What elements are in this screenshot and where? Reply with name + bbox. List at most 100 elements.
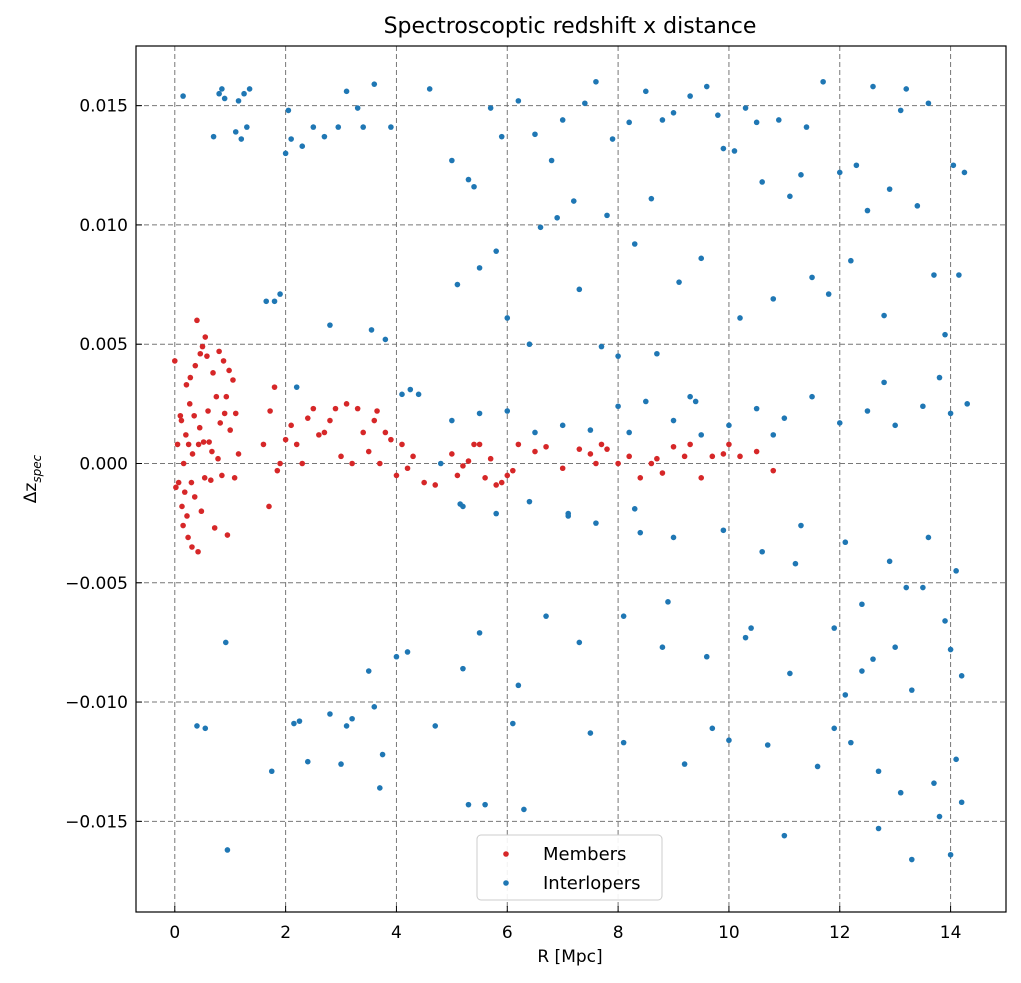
- point-interlopers: [371, 704, 378, 710]
- point-members: [726, 441, 732, 448]
- point-interlopers: [593, 520, 599, 526]
- point-members: [654, 455, 660, 462]
- point-members: [183, 381, 190, 388]
- point-members: [737, 453, 743, 460]
- point-members: [720, 451, 727, 457]
- point-interlopers: [936, 374, 943, 381]
- point-interlopers: [454, 281, 461, 288]
- point-members: [310, 405, 317, 412]
- y-tick-label: −0.005: [65, 574, 128, 594]
- x-tick-label: 4: [391, 923, 402, 943]
- point-members: [393, 472, 400, 479]
- point-interlopers: [654, 350, 660, 357]
- plot-frame: [135, 45, 1007, 913]
- y-tick-label: −0.015: [65, 812, 128, 832]
- point-interlopers: [604, 212, 610, 219]
- point-interlopers: [759, 548, 765, 555]
- point-interlopers: [327, 711, 333, 717]
- point-interlopers: [670, 534, 677, 541]
- point-interlopers: [498, 133, 505, 140]
- point-members: [476, 441, 483, 448]
- point-members: [327, 417, 333, 424]
- point-interlopers: [687, 93, 693, 99]
- point-interlopers: [526, 341, 533, 348]
- point-members: [196, 424, 203, 431]
- point-members: [288, 422, 294, 429]
- point-interlopers: [238, 136, 245, 142]
- point-interlopers: [598, 343, 605, 350]
- point-members: [180, 460, 187, 467]
- point-interlopers: [465, 176, 472, 183]
- point-interlopers: [720, 527, 727, 534]
- point-members: [260, 441, 267, 448]
- point-interlopers: [864, 408, 871, 414]
- legend: Members Interlopers: [476, 834, 663, 901]
- point-interlopers: [753, 405, 760, 412]
- point-interlopers: [382, 336, 389, 343]
- point-interlopers: [216, 90, 222, 97]
- point-interlopers: [637, 529, 644, 536]
- point-interlopers: [665, 599, 671, 605]
- point-interlopers: [620, 739, 627, 746]
- point-members: [498, 479, 505, 486]
- point-interlopers: [343, 88, 350, 95]
- point-interlopers: [554, 214, 560, 221]
- series-members: [171, 317, 777, 555]
- point-interlopers: [232, 129, 239, 135]
- point-interlopers: [753, 119, 760, 126]
- point-interlopers: [936, 813, 943, 820]
- point-interlopers: [875, 768, 882, 775]
- point-interlopers: [676, 279, 682, 285]
- y-tick-label: 0.010: [79, 216, 128, 236]
- point-interlopers: [803, 124, 810, 130]
- point-interlopers: [950, 162, 957, 169]
- point-interlopers: [246, 86, 253, 92]
- point-interlopers: [703, 653, 710, 660]
- point-interlopers: [886, 186, 893, 192]
- point-members: [637, 475, 644, 481]
- point-members: [226, 367, 232, 374]
- point-interlopers: [809, 274, 815, 281]
- point-members: [204, 353, 210, 359]
- point-interlopers: [961, 169, 968, 176]
- point-interlopers: [825, 291, 832, 297]
- point-members: [321, 429, 328, 436]
- point-members: [277, 460, 283, 467]
- point-interlopers: [709, 725, 716, 732]
- point-interlopers: [643, 398, 649, 405]
- point-interlopers: [365, 668, 372, 674]
- x-tick-label: 8: [613, 923, 624, 943]
- point-interlopers: [842, 539, 849, 546]
- point-interlopers: [792, 560, 799, 567]
- point-members: [460, 463, 466, 469]
- point-interlopers: [909, 856, 915, 863]
- point-interlopers: [221, 95, 228, 102]
- point-interlopers: [559, 422, 566, 429]
- point-interlopers: [931, 272, 937, 278]
- point-interlopers: [731, 148, 738, 154]
- point-members: [543, 443, 549, 450]
- point-members: [687, 441, 693, 448]
- point-members: [184, 513, 190, 519]
- point-interlopers: [487, 105, 494, 111]
- point-interlopers: [715, 112, 721, 118]
- point-interlopers: [465, 801, 472, 808]
- point-interlopers: [335, 124, 342, 130]
- point-interlopers: [399, 391, 405, 398]
- point-members: [183, 432, 189, 438]
- point-interlopers: [194, 723, 200, 729]
- point-interlopers: [296, 718, 303, 724]
- point-interlopers: [299, 143, 306, 149]
- point-interlopers: [354, 105, 361, 111]
- point-members: [231, 475, 238, 481]
- point-interlopers: [202, 725, 209, 732]
- point-interlopers: [285, 107, 292, 114]
- point-members: [194, 317, 200, 324]
- point-members: [209, 448, 215, 455]
- point-interlopers: [219, 86, 225, 92]
- point-interlopers: [787, 193, 793, 200]
- point-interlopers: [235, 98, 242, 104]
- point-members: [604, 446, 610, 452]
- point-interlopers: [377, 785, 383, 791]
- point-members: [213, 393, 220, 400]
